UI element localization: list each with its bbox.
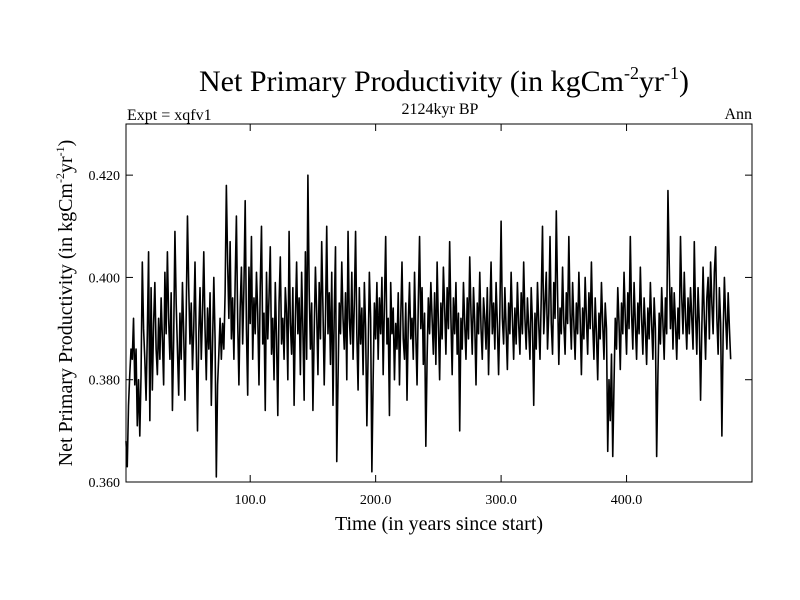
x-tick-label: 200.0 <box>360 493 392 508</box>
chart-title: Net Primary Productivity (in kgCm-2yr-1) <box>199 63 689 98</box>
y-tick-label: 0.380 <box>89 374 121 389</box>
plot-frame <box>125 123 753 483</box>
y-tick-label: 0.360 <box>89 476 121 491</box>
x-axis-label: Time (in years since start) <box>335 513 543 535</box>
x-tick-label: 400.0 <box>611 493 643 508</box>
y-axis-ticks: 0.360 0.380 0.400 0.420 <box>89 169 752 491</box>
subtitle-left: Expt = xqfv1 <box>127 107 212 124</box>
subtitle-center: 2124kyr BP <box>402 101 479 118</box>
y-tick-label: 0.400 <box>89 271 121 286</box>
subtitle-right: Ann <box>724 106 752 123</box>
x-axis-ticks: 100.0 200.0 300.0 400.0 <box>234 124 642 508</box>
x-tick-label: 100.0 <box>234 493 266 508</box>
series-line-annual-npp <box>125 174 732 478</box>
y-axis-label: Net Primary Productivity (in kgCm-2yr-1) <box>53 140 77 467</box>
x-tick-label: 300.0 <box>485 493 517 508</box>
y-tick-label: 0.420 <box>89 169 121 184</box>
